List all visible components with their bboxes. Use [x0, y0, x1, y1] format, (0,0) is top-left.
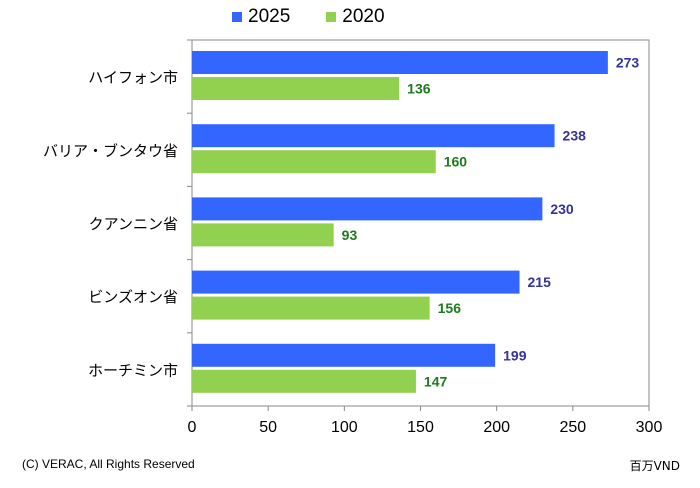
data-label-2025: 215	[528, 274, 552, 290]
data-label-2025: 238	[563, 128, 587, 144]
x-tick-label: 300	[636, 419, 663, 436]
category-label: ホーチミン市	[88, 361, 178, 379]
x-tick-label: 250	[559, 419, 586, 436]
data-label-2020: 156	[438, 300, 462, 316]
category-label: ビンズオン省	[88, 288, 178, 306]
bar-2025	[192, 124, 555, 148]
x-tick-label: 200	[483, 419, 510, 436]
bar-2020	[192, 77, 400, 100]
bar-2025	[192, 270, 520, 294]
bar-2020	[192, 296, 430, 320]
x-tick-label: 50	[259, 419, 277, 436]
x-tick-label: 100	[331, 419, 358, 436]
bar-2025	[192, 197, 543, 221]
bar-2025	[192, 343, 496, 367]
data-label-2025: 230	[550, 201, 574, 217]
bar-2020	[192, 223, 334, 247]
legend-item-2020: 2020	[326, 6, 385, 28]
data-label-2020: 136	[407, 81, 431, 97]
category-label: バリア・ブンタウ省	[43, 142, 178, 160]
copyright-text: (C) VERAC, All Rights Reserved	[22, 457, 195, 471]
legend-swatch-2020	[326, 12, 337, 22]
legend-item-2025: 2025	[232, 6, 290, 28]
unit-label: 百万VND	[629, 459, 680, 473]
legend: 2025 2020	[232, 6, 385, 28]
data-label-2025: 199	[503, 347, 527, 363]
bar-2025	[192, 51, 608, 74]
x-tick-label: 150	[407, 419, 434, 436]
bar-2020	[192, 150, 436, 174]
legend-label-2025: 2025	[248, 6, 291, 27]
bar-2020	[192, 369, 416, 393]
data-label-2020: 147	[424, 373, 448, 389]
data-label-2025: 273	[616, 55, 640, 71]
data-label-2020: 160	[444, 154, 468, 170]
legend-label-2020: 2020	[342, 6, 385, 27]
data-label-2020: 93	[342, 227, 358, 243]
category-label: クアンニン省	[89, 215, 178, 233]
legend-swatch-2025	[232, 12, 242, 22]
x-tick-label: 0	[188, 419, 197, 436]
category-label: ハイフォン市	[88, 69, 178, 87]
